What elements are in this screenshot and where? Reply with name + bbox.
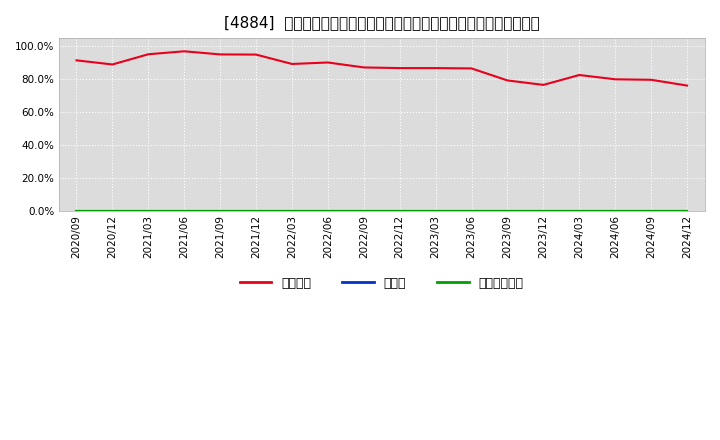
Legend: 自己資本, のれん, 繰延税金資産: 自己資本, のれん, 繰延税金資産 <box>235 272 528 295</box>
Title: [4884]  自己資本、のれん、繰延税金資産の総資産に対する比率の推移: [4884] 自己資本、のれん、繰延税金資産の総資産に対する比率の推移 <box>224 15 540 30</box>
